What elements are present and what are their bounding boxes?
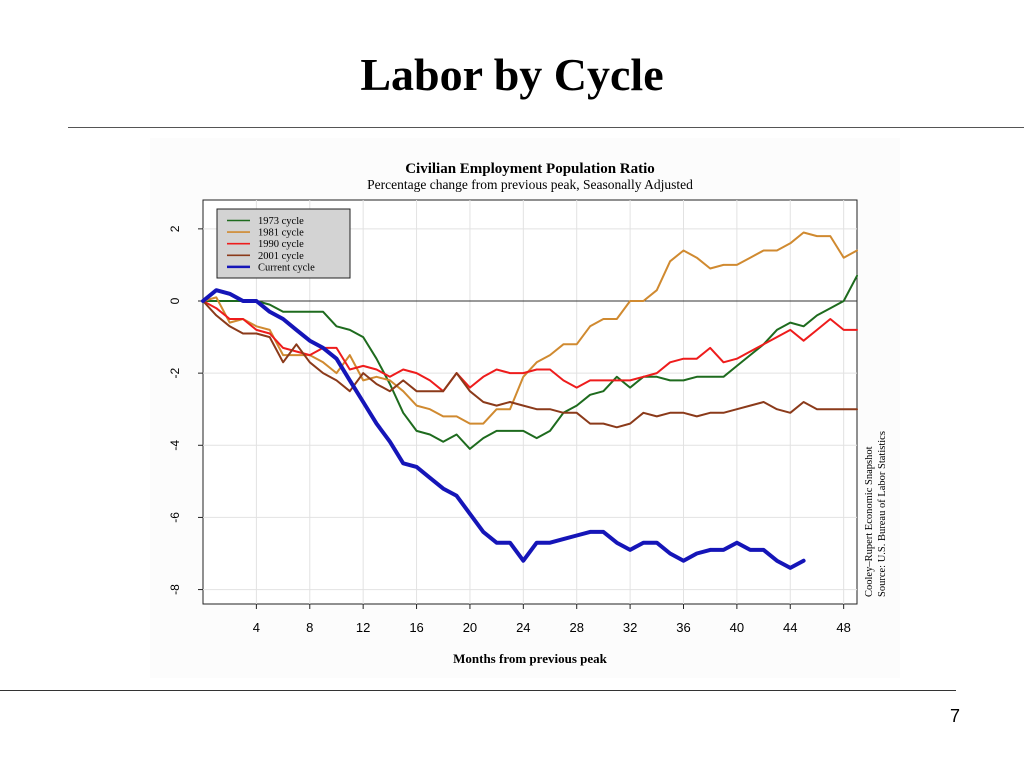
footer-divider	[0, 690, 956, 691]
page-number: 7	[949, 706, 960, 726]
annotation-line-1: Cooley–Rupert Economic Snapshot	[864, 446, 875, 597]
x-tick-label: 44	[783, 620, 797, 635]
grid-layer	[203, 200, 857, 604]
annotation-line-2: Source: U.S. Bureau of Labor Statistics	[877, 431, 888, 597]
line-chart: Civilian Employment Population Ratio Per…	[168, 161, 888, 666]
x-tick-label: 32	[623, 620, 637, 635]
series-line-current-cycle	[201, 288, 806, 570]
y-tick-label: 2	[168, 225, 182, 232]
legend-label-current-cycle: Current cycle	[258, 262, 315, 273]
legend-label-1973-cycle: 1973 cycle	[258, 216, 304, 227]
legend-label-1981-cycle: 1981 cycle	[258, 228, 304, 239]
x-tick-label: 8	[306, 620, 313, 635]
series-line-1973-cycle	[202, 274, 858, 450]
series-line-1990-cycle	[202, 300, 858, 393]
slide-title: Labor by Cycle	[360, 49, 664, 100]
x-tick-label: 40	[730, 620, 744, 635]
x-tick-label: 12	[356, 620, 370, 635]
x-tick-label: 28	[569, 620, 583, 635]
legend-label-1990-cycle: 1990 cycle	[258, 239, 304, 250]
chart-title: Civilian Employment Population Ratio	[405, 161, 655, 177]
y-tick-label: 0	[168, 297, 182, 304]
x-tick-label: 4	[253, 620, 260, 635]
axis-layer: 20-2-4-6-84 8 12 16 20 24 28 32 36 40 44 48	[168, 225, 851, 635]
x-tick-label: 36	[676, 620, 690, 635]
y-tick-label: -2	[168, 367, 182, 378]
y-tick-label: -6	[168, 512, 182, 523]
chart-subtitle: Percentage change from previous peak, Se…	[367, 177, 693, 192]
title-divider	[68, 127, 1024, 128]
y-tick-label: -8	[168, 584, 182, 595]
legend-label-2001-cycle: 2001 cycle	[258, 251, 304, 262]
x-axis-label: Months from previous peak	[453, 651, 607, 666]
series-line-1981-cycle	[202, 231, 858, 425]
x-tick-label: 48	[836, 620, 850, 635]
x-tick-label: 16	[409, 620, 423, 635]
x-tick-label: 24	[516, 620, 530, 635]
source-annotation: Cooley–Rupert Economic Snapshot Source: …	[864, 431, 888, 597]
series-layer	[201, 231, 858, 570]
y-tick-label: -4	[168, 440, 182, 451]
x-tick-label: 20	[463, 620, 477, 635]
chart-figure: Civilian Employment Population Ratio Per…	[150, 138, 900, 678]
series-line-2001-cycle	[202, 300, 858, 429]
